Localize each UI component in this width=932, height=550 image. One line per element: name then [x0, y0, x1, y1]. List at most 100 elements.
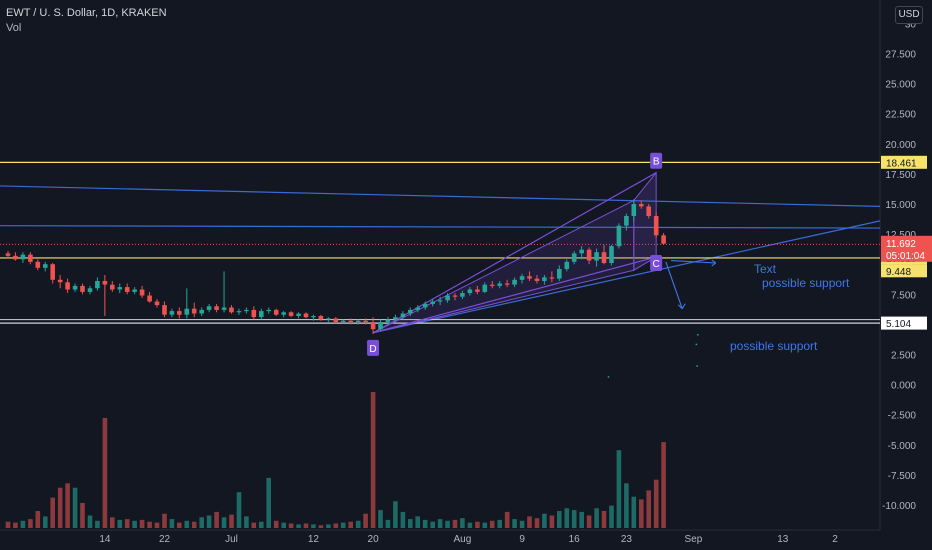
volume-bar — [475, 521, 480, 528]
candle-body — [557, 269, 562, 279]
volume-bar — [244, 516, 249, 528]
volume-bar — [370, 392, 376, 528]
volume-bar — [154, 522, 160, 528]
volume-bar — [333, 523, 339, 528]
volume-bar — [191, 521, 197, 528]
volume-bar — [199, 517, 204, 528]
volume-bar — [162, 513, 167, 528]
volume-bar — [378, 510, 383, 528]
volume-bar — [72, 487, 78, 528]
volume-bar — [460, 518, 465, 528]
volume-bar — [609, 505, 614, 528]
candle-body — [512, 279, 517, 285]
volume-bar — [177, 522, 182, 528]
trend-line[interactable] — [372, 220, 881, 334]
volume-bar — [527, 516, 532, 528]
annotation-text[interactable]: Text — [754, 262, 777, 276]
volume-bar — [50, 497, 55, 528]
candle-body — [72, 285, 78, 290]
pattern-point-d-badge[interactable] — [367, 339, 380, 356]
volume-bar — [639, 499, 644, 528]
volume-bar — [20, 520, 26, 528]
level-label-bg — [881, 264, 927, 278]
candle-body — [236, 311, 242, 313]
time-tick-label: 23 — [621, 534, 633, 545]
countdown-label: 05:01:04 — [886, 251, 925, 262]
time-tick-label: Aug — [454, 534, 472, 545]
price-tick-label: 20.000 — [885, 140, 916, 151]
trend-line[interactable] — [0, 185, 881, 208]
pattern-point-c-badge[interactable] — [650, 254, 663, 271]
candle-body — [400, 313, 406, 318]
candle-body — [5, 253, 11, 256]
candle-body — [43, 264, 48, 268]
candle-body — [13, 255, 18, 260]
candle-body — [162, 305, 167, 315]
candle-body — [244, 309, 249, 312]
volume-bar — [393, 501, 398, 528]
annotation-text[interactable]: possible support — [762, 276, 850, 290]
volume-label: Vol — [6, 22, 22, 34]
volume-bar — [363, 513, 368, 528]
volume-bar — [415, 516, 420, 528]
time-tick-label: 12 — [308, 534, 320, 545]
trend-line[interactable] — [0, 225, 881, 229]
volume-bar — [586, 515, 592, 528]
candle-body — [355, 320, 361, 322]
volume-bar — [445, 520, 450, 528]
candle-body — [579, 249, 584, 254]
arrow-right-icon[interactable] — [671, 259, 717, 267]
volume-bar — [206, 515, 212, 528]
candle-body — [586, 249, 592, 261]
volume-bar — [467, 522, 473, 528]
price-tick-label: -2.500 — [888, 411, 917, 422]
price-tick-label: 2.500 — [891, 351, 916, 362]
candle-body — [28, 254, 33, 262]
volume-bar — [348, 521, 353, 528]
pattern-point-b-badge[interactable] — [650, 152, 663, 169]
volume-bar — [13, 522, 18, 528]
volume-bar — [266, 477, 271, 528]
candle-body — [564, 261, 570, 269]
volume-bar — [437, 519, 443, 528]
candle-body — [646, 206, 651, 216]
currency-button[interactable]: USD — [895, 6, 923, 24]
candle-body — [549, 277, 555, 279]
volume-bar — [229, 514, 234, 528]
volume-bar — [579, 511, 584, 528]
candle-body — [102, 281, 108, 285]
volume-bar — [281, 522, 286, 528]
candle-body — [20, 254, 26, 260]
pattern-leg-db[interactable] — [372, 172, 657, 334]
annotation-text[interactable]: possible support — [730, 339, 818, 353]
volume-bar — [110, 517, 115, 528]
candle-body — [571, 253, 577, 262]
pattern-leg-dc[interactable] — [372, 256, 657, 334]
volume-bar — [221, 517, 227, 528]
price-tick-label: -7.500 — [888, 471, 917, 482]
candle-body — [340, 320, 346, 322]
volume-bar — [653, 479, 659, 528]
candle-body — [273, 309, 279, 315]
time-tick-label: Jul — [225, 534, 238, 545]
candle-body — [124, 287, 130, 292]
volume-bar — [5, 521, 11, 528]
time-tick-label: 20 — [368, 534, 380, 545]
arrow-down-icon[interactable] — [665, 261, 686, 310]
candle-body — [370, 322, 376, 330]
candle-body — [482, 284, 488, 292]
level-label-bg — [881, 316, 927, 330]
candle-body — [326, 318, 331, 320]
candle-body — [609, 246, 614, 263]
level-label: 5.104 — [886, 319, 911, 330]
volume-bar — [497, 519, 502, 528]
level-label: 18.461 — [886, 158, 917, 169]
candle-body — [385, 319, 391, 322]
volume-bar — [489, 520, 495, 528]
volume-bar — [504, 511, 510, 528]
candle-body — [169, 311, 175, 315]
candle-body — [65, 282, 70, 290]
volume-bar — [169, 519, 175, 528]
